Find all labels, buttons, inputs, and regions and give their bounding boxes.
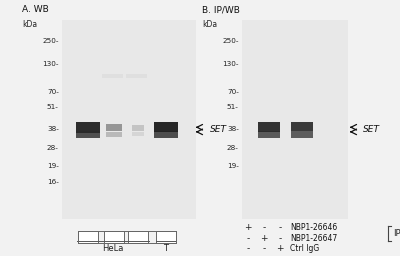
Bar	[132, 132, 144, 136]
Text: 28-: 28-	[47, 145, 59, 152]
Bar	[104, 231, 124, 243]
Text: -: -	[262, 244, 266, 253]
Text: 15: 15	[109, 232, 119, 241]
Text: -: -	[246, 244, 250, 253]
Text: +: +	[260, 234, 268, 243]
Text: 130-: 130-	[42, 61, 59, 67]
Bar	[106, 124, 122, 131]
Bar	[62, 20, 196, 219]
Text: 130-: 130-	[222, 61, 239, 67]
Bar	[106, 132, 122, 137]
Text: 19-: 19-	[227, 163, 239, 169]
Text: +: +	[276, 244, 284, 253]
Text: 28-: 28-	[227, 145, 239, 152]
Bar	[76, 131, 100, 138]
Bar	[102, 74, 123, 78]
Text: A. WB: A. WB	[22, 5, 49, 14]
Text: B. IP/WB: B. IP/WB	[202, 5, 240, 14]
Bar	[132, 125, 144, 131]
Bar	[78, 231, 98, 243]
Bar	[154, 122, 178, 132]
Bar	[242, 20, 348, 219]
Bar	[128, 231, 148, 243]
Text: T: T	[164, 244, 168, 253]
Bar	[156, 231, 176, 243]
Text: NBP1-26646: NBP1-26646	[290, 223, 337, 232]
Bar	[258, 122, 280, 132]
Text: IP: IP	[393, 229, 400, 238]
Text: HeLa: HeLa	[102, 244, 124, 253]
Text: 51-: 51-	[227, 104, 239, 110]
Text: 38-: 38-	[227, 126, 239, 132]
Text: Ctrl IgG: Ctrl IgG	[290, 244, 319, 253]
Bar	[126, 74, 147, 78]
Text: kDa: kDa	[202, 20, 217, 29]
Text: 50: 50	[83, 232, 93, 241]
Text: kDa: kDa	[22, 20, 37, 29]
Text: 250-: 250-	[222, 38, 239, 44]
Text: +: +	[244, 223, 252, 232]
Text: 50: 50	[161, 232, 171, 241]
Text: 16-: 16-	[47, 179, 59, 185]
Text: 19-: 19-	[47, 163, 59, 169]
Text: -: -	[246, 234, 250, 243]
Bar	[291, 122, 313, 131]
Bar	[76, 122, 100, 133]
Text: 70-: 70-	[227, 89, 239, 95]
Text: 5: 5	[135, 232, 141, 241]
Bar	[258, 131, 280, 138]
Text: 38-: 38-	[47, 126, 59, 132]
Text: 70-: 70-	[47, 89, 59, 95]
Text: SET: SET	[363, 125, 380, 134]
Bar	[154, 132, 178, 138]
Text: SET: SET	[210, 125, 227, 134]
Text: -: -	[262, 223, 266, 232]
Text: -: -	[278, 234, 282, 243]
Bar	[291, 132, 313, 138]
Text: -: -	[278, 223, 282, 232]
Text: NBP1-26647: NBP1-26647	[290, 234, 337, 243]
Text: 250-: 250-	[42, 38, 59, 44]
Text: 51-: 51-	[47, 104, 59, 110]
